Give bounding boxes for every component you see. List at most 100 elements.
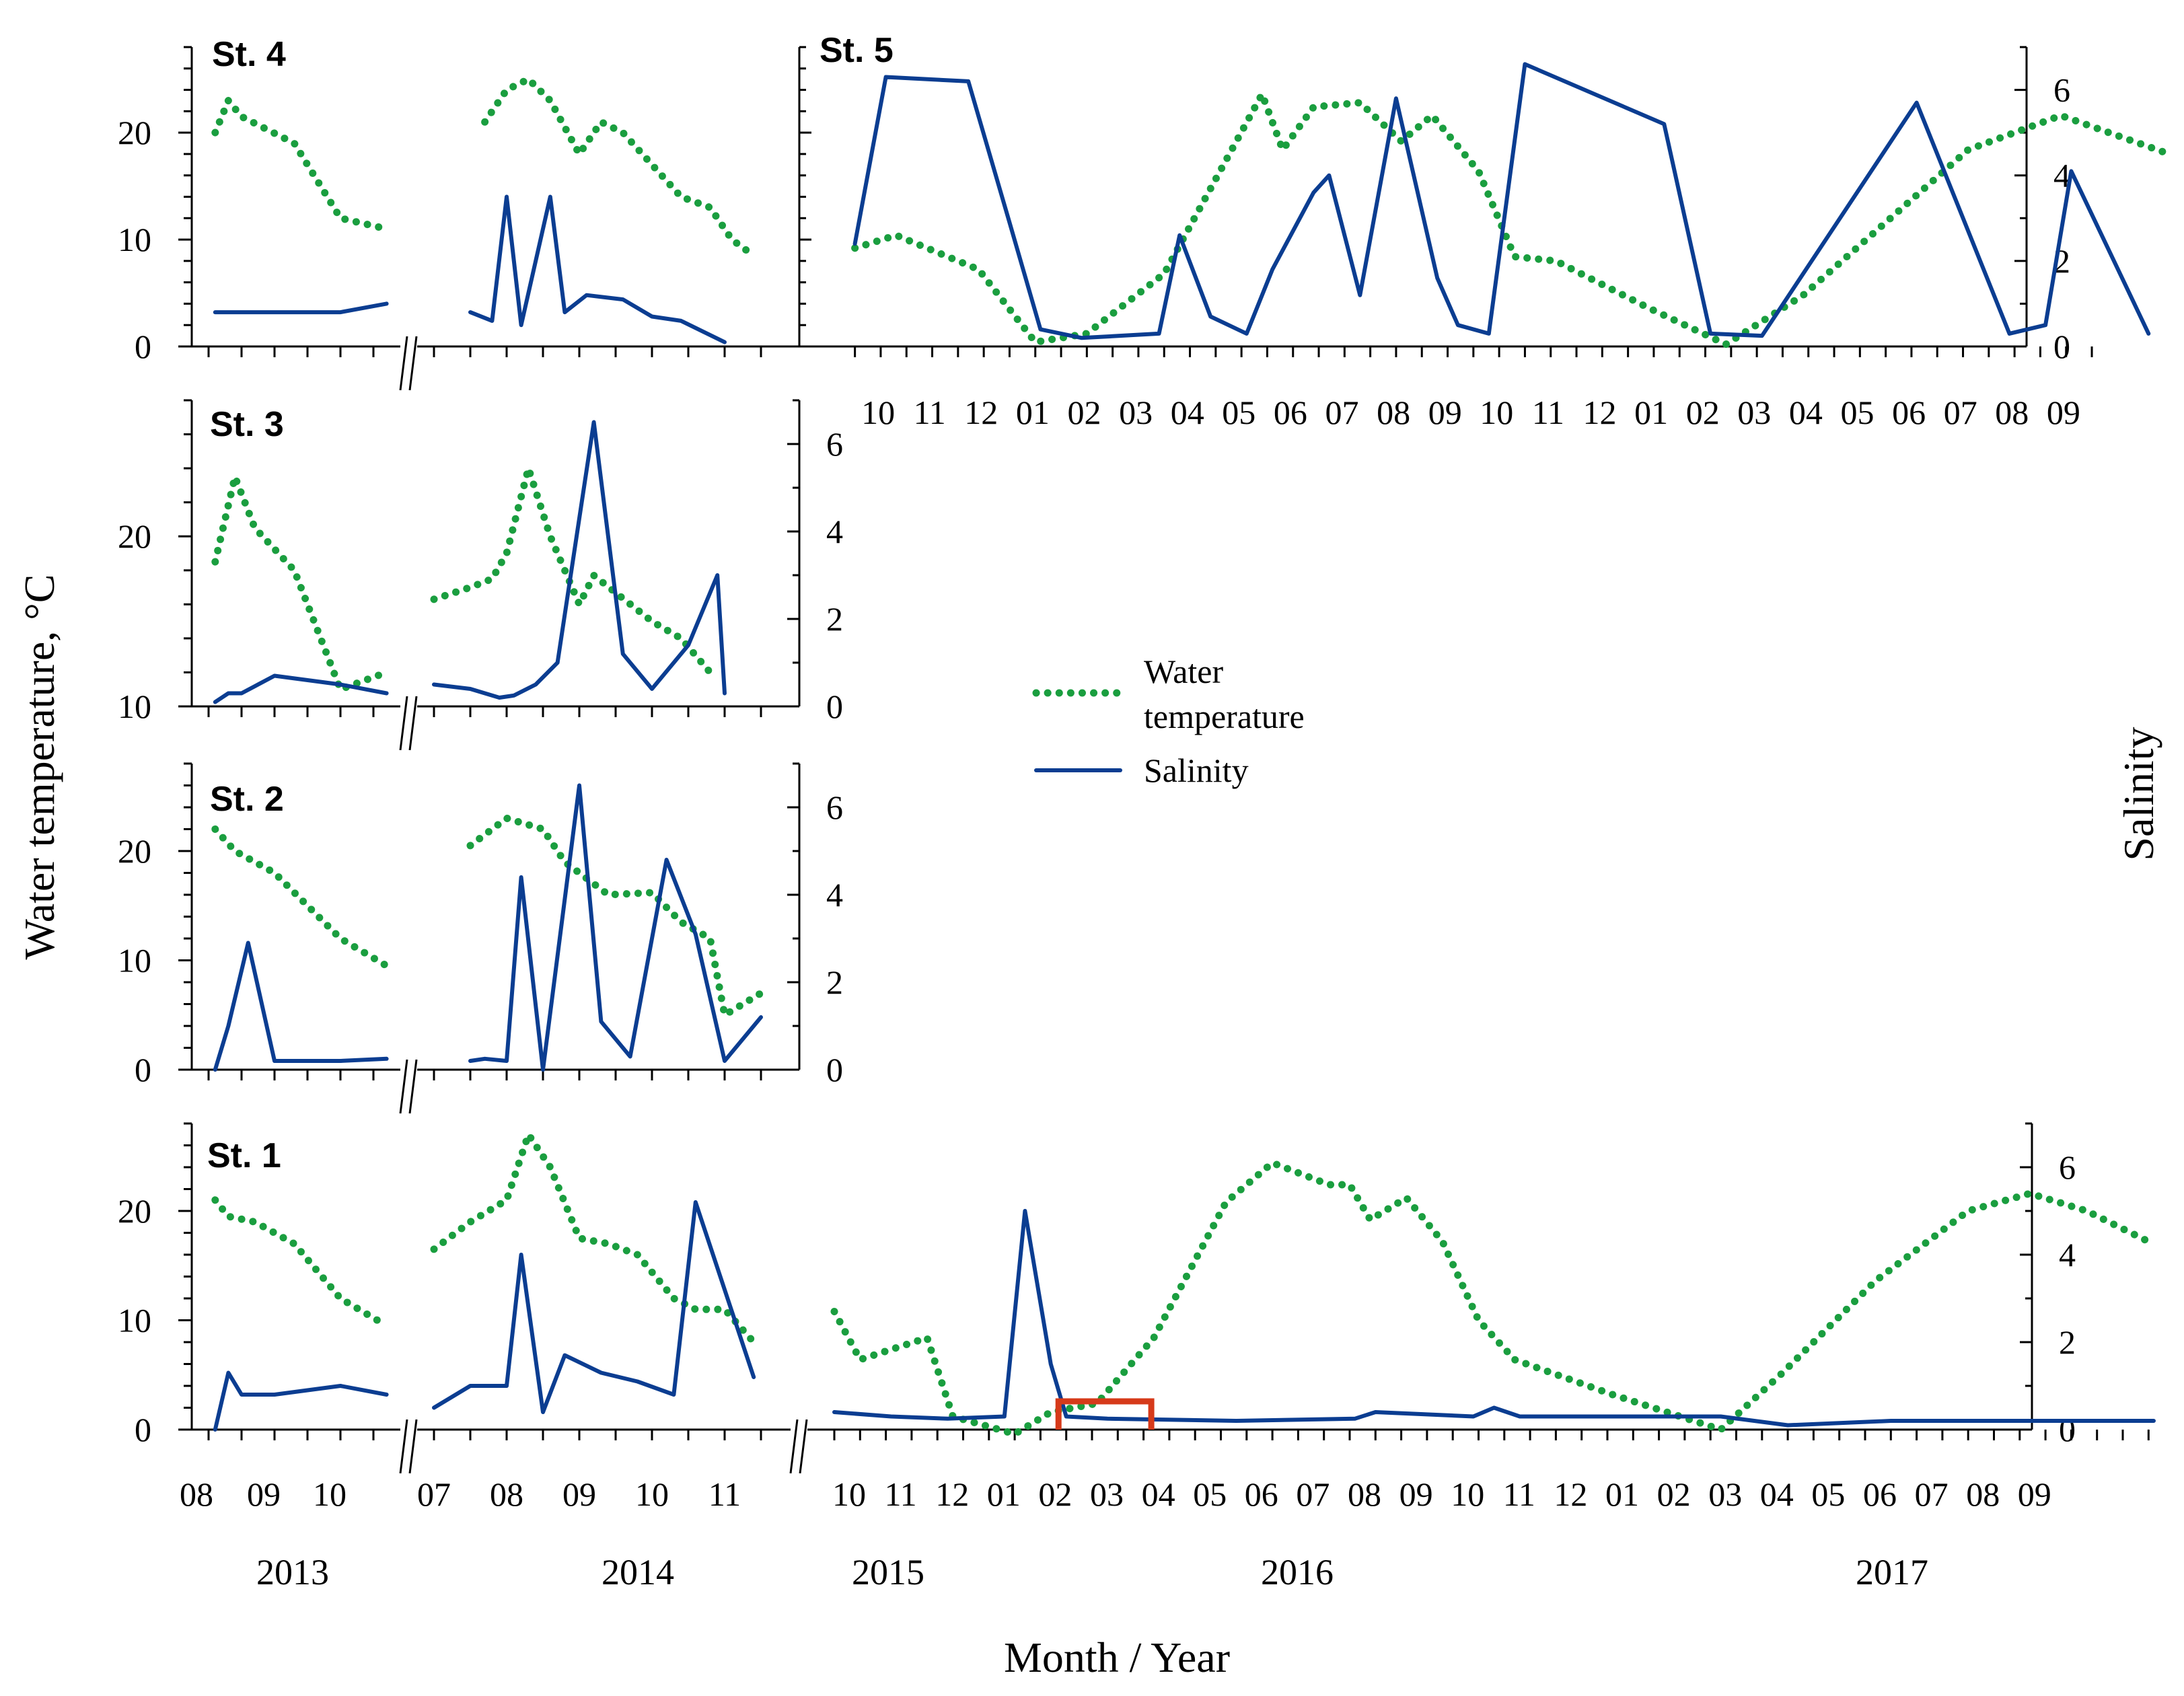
month-label-2015-2017: 06 [1863,1475,1897,1513]
axis-break-st2 [399,1059,418,1114]
temperature-series-st1-2015-2017 [830,1159,2152,1438]
month-label-st5: 03 [1737,394,1771,431]
month-label-2015-2017: 07 [1296,1475,1330,1513]
sal-tick-label-st3: 2 [826,600,843,638]
panel-title-st5: St. 5 [820,31,894,70]
legend: Water temperature Salinity [1032,653,1305,789]
month-label-st5: 07 [1944,394,1977,431]
sal-tick-label-st1: 6 [2059,1148,2076,1186]
salinity-series-st3 [213,673,389,704]
month-label-2015-2017: 03 [1708,1475,1742,1513]
temp-tick-label-st2: 0 [135,1051,151,1089]
month-label-st5: 04 [1789,394,1823,431]
panel-title-st3: St. 3 [210,405,284,444]
month-label-2015-2017: 06 [1245,1475,1278,1513]
month-label-2015-2017: 04 [1142,1475,1175,1513]
sal-tick-label-st3: 4 [826,513,843,550]
month-label-st5: 12 [1583,394,1617,431]
month-label-st5: 01 [1634,394,1668,431]
sal-tick-label-st3: 0 [826,688,843,725]
month-label-st5: 09 [1428,394,1462,431]
temp-tick-label-st4: 10 [118,221,151,258]
axis-break-st1 [399,1419,418,1474]
month-label-st5: 01 [1016,394,1050,431]
month-label-st5: 02 [1686,394,1720,431]
salinity-series-st1 [213,1370,389,1432]
temp-tick-label-st4: 20 [118,114,151,151]
sal-tick-label-st5: 0 [2053,328,2070,365]
month-label-2015-2017: 02 [1038,1475,1072,1513]
temp-tick-label-st1: 10 [118,1302,151,1339]
month-label-st5: 12 [964,394,998,431]
month-label-2015-2017: 12 [935,1475,969,1513]
month-label-st5: 08 [1995,394,2029,431]
temp-tick-label-st1: 20 [118,1192,151,1230]
panel-st2: 0 10 20 0 2 4 6 [118,762,843,1114]
sal-tick-label-st5: 6 [2053,71,2070,109]
sal-tick-label-st1: 0 [2059,1411,2076,1448]
month-label-st5: 04 [1171,394,1204,431]
panel-st3: 10 20 0 2 4 6 [118,399,843,751]
salinity-series-st1-2015-2017 [832,1209,2156,1428]
temp-tick-label-st4: 0 [135,328,151,365]
legend-temperature-label-line1: Water [1144,653,1223,690]
ice-period-marker [1055,1398,1155,1430]
month-label-st5: 05 [1222,394,1255,431]
month-label-st5: 07 [1325,394,1359,431]
month-label-2014: 11 [708,1475,741,1513]
month-label-2015-2017: 02 [1657,1475,1691,1513]
month-label-2014: 10 [635,1475,669,1513]
month-label-2014: 09 [562,1475,596,1513]
sal-tick-label-st1: 2 [2059,1323,2076,1361]
sal-tick-label-st2: 0 [826,1051,843,1089]
month-label-2014: 07 [417,1475,451,1513]
month-label-2015-2017: 12 [1554,1475,1587,1513]
temperature-series-st4 [211,97,391,233]
sal-tick-label-st2: 4 [826,876,843,914]
month-label-2013: 10 [313,1475,347,1513]
month-label-2015-2017: 04 [1760,1475,1794,1513]
month-label-st5: 08 [1377,394,1410,431]
month-label-2015-2017: 10 [1451,1475,1484,1513]
legend-salinity-label: Salinity [1144,751,1249,789]
salinity-series-st4 [468,194,727,344]
temperature-series-st3 [211,473,391,694]
sal-tick-label-st3: 6 [826,425,843,463]
month-label-2015-2017: 01 [987,1475,1021,1513]
y-axis-left-label: Water temperature, °C [15,574,63,959]
temp-tick-label-st1: 0 [135,1411,151,1448]
month-label-2015-2017: 03 [1090,1475,1124,1513]
y-axis-right-label: Salinity [2115,727,2162,860]
month-label-2015-2017: 11 [885,1475,917,1513]
year-label-2015: 2015 [852,1552,924,1592]
temp-tick-label-st3: 20 [118,517,151,555]
year-label-2016: 2016 [1261,1552,1334,1592]
temperature-series-st2 [466,814,765,1019]
panel-st1: 0 10 20 0 2 4 6 [118,1122,2156,1474]
month-label-st5: 11 [1532,394,1564,431]
temperature-series-st4 [481,75,750,254]
month-label-2015-2017: 10 [832,1475,866,1513]
month-label-2013: 09 [247,1475,281,1513]
month-label-2015-2017: 05 [1193,1475,1227,1513]
axis-break-st3 [399,696,418,751]
sal-tick-label-st2: 6 [826,788,843,826]
salinity-series-st4 [213,301,389,315]
temperature-series-st5 [851,90,2173,348]
month-label-st5: 03 [1119,394,1153,431]
salinity-series-st2 [468,783,763,1072]
month-label-2014: 08 [490,1475,523,1513]
temperature-series-st2 [211,825,391,970]
month-label-st5: 10 [861,394,895,431]
month-label-2015-2017: 01 [1605,1475,1639,1513]
axis-break2-st1 [789,1419,808,1474]
month-label-st5: 06 [1892,394,1926,431]
axis-break-st4 [399,336,418,391]
temperature-series-st1 [430,1130,758,1346]
temp-tick-label-st3: 10 [118,688,151,725]
month-label-st5: 11 [914,394,946,431]
month-label-2015-2017: 08 [1348,1475,1381,1513]
temp-tick-label-st2: 20 [118,832,151,870]
salinity-series-st3 [432,420,727,700]
